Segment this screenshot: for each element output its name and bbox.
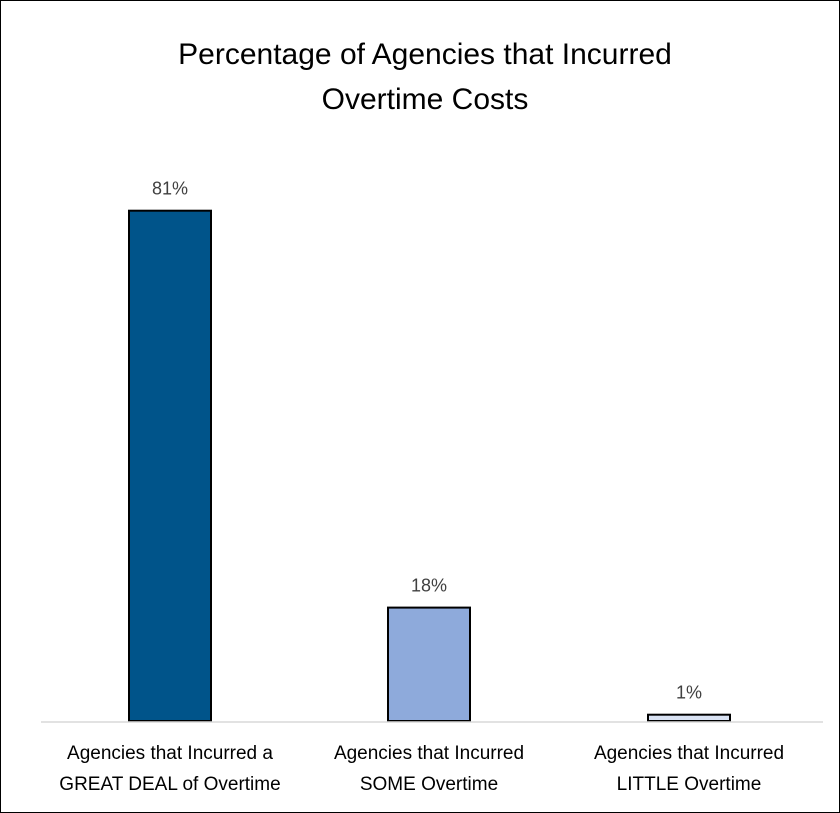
category-label-1-line-1: Agencies that Incurred <box>334 743 524 764</box>
bar-1 <box>387 606 471 722</box>
bar-0 <box>128 209 212 722</box>
category-label-0-line-1: Agencies that Incurred a <box>67 743 273 764</box>
chart-title-line-2: Overtime Costs <box>322 83 529 116</box>
category-label-1-line-2: SOME Overtime <box>360 774 498 795</box>
data-label-1: 18% <box>411 576 447 596</box>
chart-title-line-1: Percentage of Agencies that Incurred <box>178 38 672 71</box>
category-label-2-line-1: Agencies that Incurred <box>594 743 784 764</box>
bars-group: 81% Agencies that Incurred a GREAT DEAL of… <box>59 179 784 795</box>
category-label-0-line-2: GREAT DEAL of Overtime <box>59 774 280 795</box>
category-label-2-line-2: LITTLE Overtime <box>617 774 762 795</box>
data-label-0: 81% <box>152 179 188 199</box>
bar-2 <box>647 713 731 723</box>
data-label-2: 1% <box>676 683 702 703</box>
